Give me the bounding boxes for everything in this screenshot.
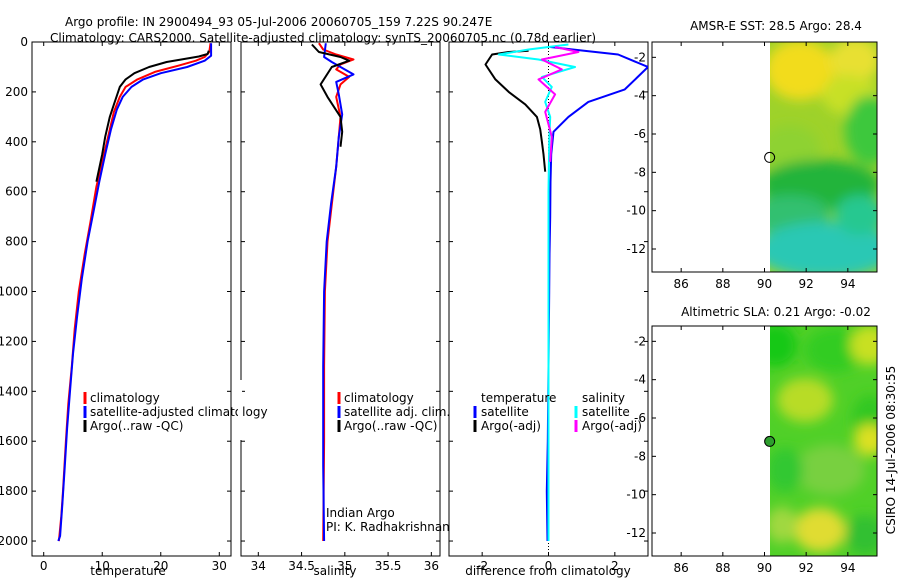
y-tick-label: -6 bbox=[634, 411, 646, 425]
legend-climatology: climatology bbox=[90, 391, 160, 405]
x-tick-label: 20 bbox=[153, 559, 168, 573]
salinity-ticks: 34 34.5 35 35.5 36 bbox=[241, 41, 440, 573]
y-tick-label: -2 bbox=[634, 334, 646, 348]
series-line bbox=[95, 50, 210, 182]
salinity-series bbox=[311, 42, 355, 542]
argo-float-marker bbox=[764, 435, 776, 447]
sla-heatmap bbox=[770, 326, 877, 556]
y-tick-label: 2000 bbox=[0, 534, 28, 548]
y-tick-label: -10 bbox=[626, 488, 646, 502]
x-tick-label: 94 bbox=[840, 561, 855, 575]
temperature-legend: climatology satellite-adjusted climatolo… bbox=[83, 391, 268, 433]
series-line bbox=[57, 43, 213, 542]
x-tick-label: 34 bbox=[251, 559, 266, 573]
y-tick-label: 800 bbox=[5, 235, 28, 249]
y-tick-label: -6 bbox=[634, 127, 646, 141]
y-tick-label: -12 bbox=[626, 242, 646, 256]
y-tick-label: -12 bbox=[626, 526, 646, 540]
legend-sal-argo: Argo(-adj) bbox=[582, 419, 642, 433]
y-tick-label: -2 bbox=[634, 50, 646, 64]
y-tick-label: 200 bbox=[5, 85, 28, 99]
salinity-axes bbox=[240, 41, 441, 557]
x-tick-label: 0 bbox=[545, 559, 553, 573]
x-tick-label: 35.5 bbox=[375, 559, 402, 573]
legend-sal-satellite: satellite bbox=[582, 405, 630, 419]
sla-map-ticks: 86 88 90 92 94 -2 -4 -6 -8 -10 -12 bbox=[626, 326, 877, 575]
y-tick-label: -10 bbox=[626, 204, 646, 218]
y-tick-label: 600 bbox=[5, 185, 28, 199]
x-tick-label: 90 bbox=[757, 561, 772, 575]
salinity-legend: climatology satellite adj. clim. Argo(..… bbox=[337, 391, 450, 433]
legend-header-salinity: salinity bbox=[582, 391, 625, 405]
legend-argo: Argo(..raw -QC) bbox=[90, 419, 183, 433]
sst-map-ticks: 86 88 90 92 94 -2 -4 -6 -8 -10 -12 bbox=[626, 42, 877, 291]
timestamp-stamp: CSIRO 14-Jul-2006 08:30:55 bbox=[884, 366, 898, 534]
x-tick-label: 92 bbox=[799, 277, 814, 291]
argo-float-marker bbox=[764, 151, 776, 163]
x-tick-label: 36 bbox=[424, 559, 439, 573]
x-tick-label: 88 bbox=[715, 561, 730, 575]
x-tick-label: 2 bbox=[611, 559, 619, 573]
annotation-line1: Indian Argo bbox=[326, 506, 395, 520]
series-line bbox=[537, 46, 580, 162]
figure-title-line1: Argo profile: IN 2900494_93 05-Jul-2006 … bbox=[65, 15, 492, 29]
difference-ticks: -2 0 2 bbox=[449, 41, 648, 573]
annotation-line2: PI: K. Radhakrishnan bbox=[326, 520, 450, 534]
y-tick-label: -4 bbox=[634, 89, 646, 103]
legend-satellite: satellite adj. clim. bbox=[344, 405, 450, 419]
x-tick-label: 88 bbox=[715, 277, 730, 291]
legend-header-temperature: temperature bbox=[481, 391, 556, 405]
x-tick-label: -2 bbox=[476, 559, 488, 573]
x-tick-label: 0 bbox=[40, 559, 48, 573]
x-tick-label: 30 bbox=[212, 559, 227, 573]
difference-legend: temperature salinity satellite Argo(-adj… bbox=[473, 391, 642, 433]
series-line bbox=[322, 43, 355, 542]
temperature-ticks: 0 10 20 30 0 200 400 600 800 1000 1200 1400 1600 1800… bbox=[0, 35, 231, 573]
x-tick-label: 34.5 bbox=[288, 559, 315, 573]
series-line bbox=[484, 49, 547, 172]
y-tick-label: 0 bbox=[20, 35, 28, 49]
series-line bbox=[57, 43, 212, 542]
difference-series bbox=[484, 43, 648, 542]
legend-temp-argo: Argo(-adj) bbox=[481, 419, 541, 433]
x-tick-label: 92 bbox=[799, 561, 814, 575]
series-line bbox=[311, 43, 351, 147]
temperature-axes bbox=[31, 41, 232, 557]
difference-xlabel: difference from climatology bbox=[465, 564, 631, 578]
x-tick-label: 35 bbox=[337, 559, 352, 573]
figure-title-line2: Climatology: CARS2000. Satellite-adjuste… bbox=[50, 31, 596, 45]
x-tick-label: 86 bbox=[674, 277, 689, 291]
x-tick-label: 94 bbox=[840, 277, 855, 291]
temperature-series bbox=[57, 43, 213, 542]
y-tick-label: 1200 bbox=[0, 334, 28, 348]
salinity-xlabel: salinity bbox=[313, 564, 356, 578]
x-tick-label: 86 bbox=[674, 561, 689, 575]
y-tick-label: 1600 bbox=[0, 434, 28, 448]
y-tick-label: 1400 bbox=[0, 384, 28, 398]
x-tick-label: 10 bbox=[95, 559, 110, 573]
sst-heatmap bbox=[770, 42, 877, 272]
y-tick-label: 400 bbox=[5, 135, 28, 149]
sla-map-title: Altimetric SLA: 0.21 Argo: -0.02 bbox=[681, 305, 871, 319]
legend-climatology: climatology bbox=[344, 391, 414, 405]
series-line bbox=[545, 46, 648, 542]
y-tick-label: -8 bbox=[634, 449, 646, 463]
y-tick-label: 1800 bbox=[0, 484, 28, 498]
y-tick-label: -4 bbox=[634, 373, 646, 387]
legend-satellite: satellite-adjusted climatology bbox=[90, 405, 268, 419]
y-tick-label: 1000 bbox=[0, 285, 28, 299]
y-tick-label: -8 bbox=[634, 165, 646, 179]
temperature-xlabel: temperature bbox=[90, 564, 165, 578]
legend-temp-satellite: satellite bbox=[481, 405, 529, 419]
x-tick-label: 90 bbox=[757, 277, 772, 291]
series-line bbox=[497, 43, 576, 541]
legend-overflow-mask bbox=[238, 380, 242, 440]
sst-map-title: AMSR-E SST: 28.5 Argo: 28.4 bbox=[690, 19, 862, 33]
legend-argo: Argo(..raw -QC) bbox=[344, 419, 437, 433]
